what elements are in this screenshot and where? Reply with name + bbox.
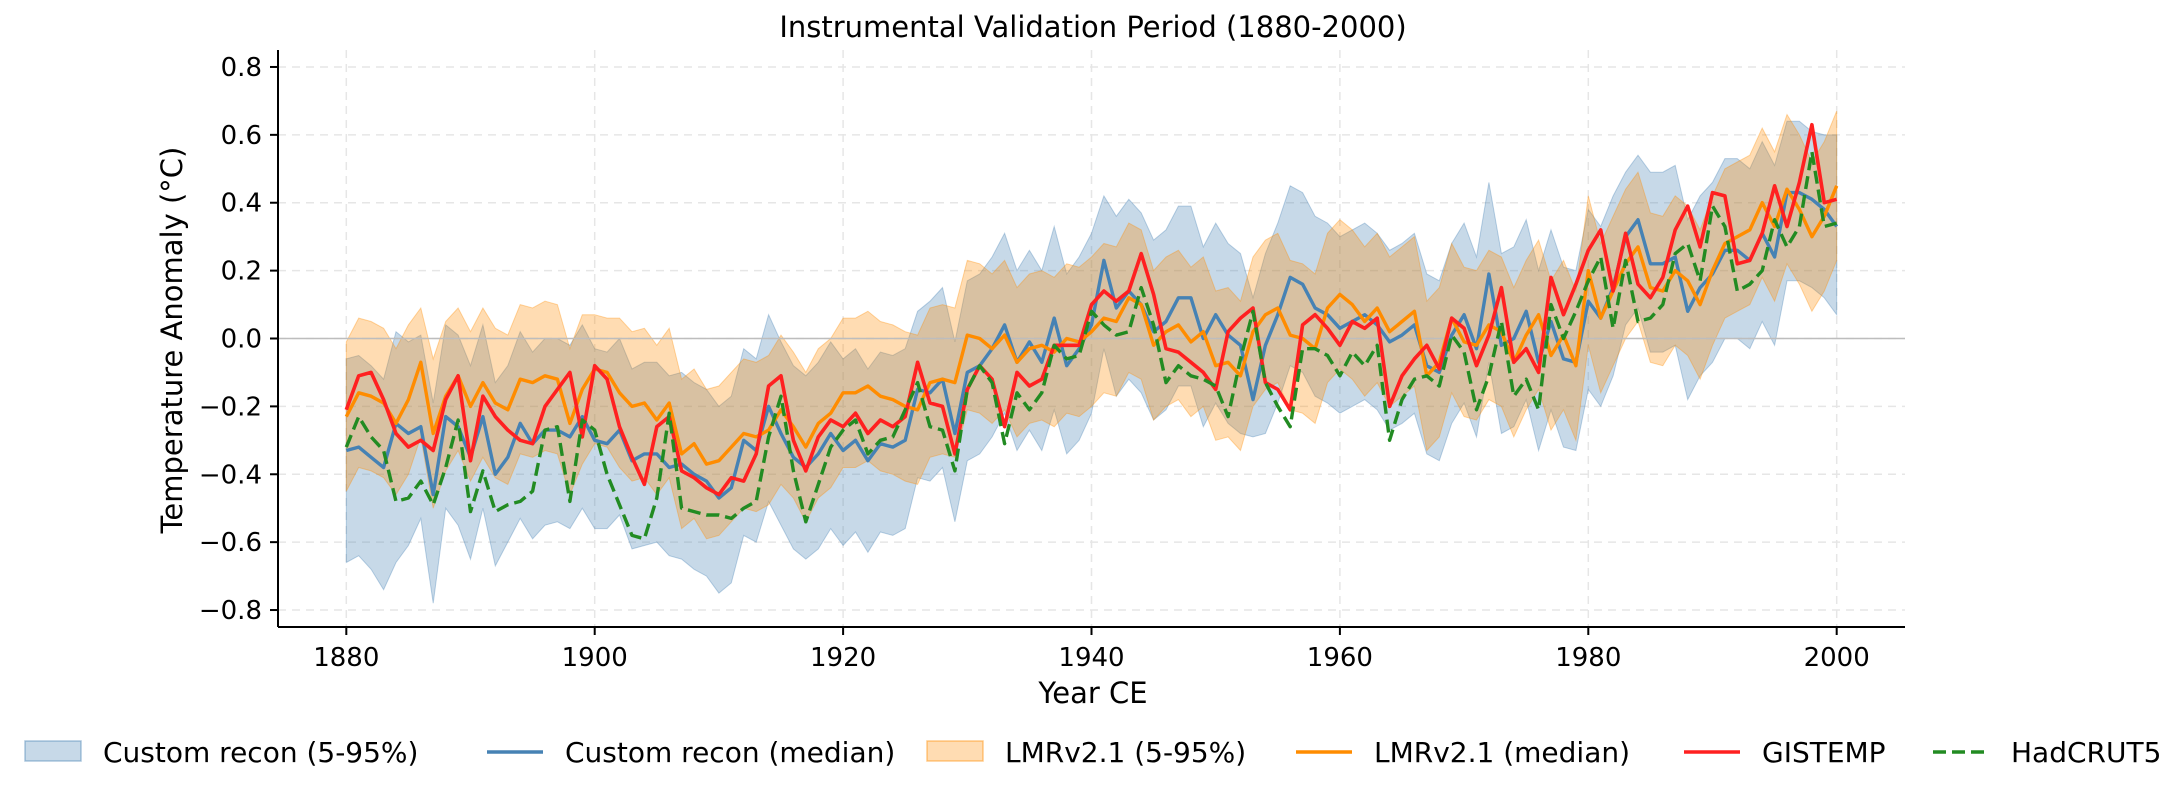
legend-label-hadcrut5: HadCRUT5 <box>2011 736 2161 769</box>
x-tick-label: 1960 <box>1307 643 1373 673</box>
y-tick-label: 0.4 <box>221 189 262 219</box>
chart-title: Instrumental Validation Period (1880-200… <box>779 10 1406 44</box>
custom-recon-band <box>345 120 1838 604</box>
legend-label-gistemp: GISTEMP <box>1762 736 1886 769</box>
legend-label-custom-recon-median: Custom recon (median) <box>565 736 895 769</box>
x-tick-label: 1900 <box>562 643 628 673</box>
y-tick-label: −0.6 <box>199 528 262 558</box>
y-tick-label: −0.4 <box>199 460 262 490</box>
axes-layer: 1880 1900 1920 1940 1960 1980 2000 −0.8 −0.6 −0.4… <box>199 50 1905 673</box>
series-layer <box>344 122 1839 541</box>
legend: Custom recon (5-95%) Custom recon (median… <box>24 736 2161 769</box>
y-tick-label: −0.8 <box>199 596 262 626</box>
y-tick-label: −0.2 <box>199 392 262 422</box>
y-axis-label: Temperature Anomaly (°C) <box>155 147 189 535</box>
legend-label-lmrv2-1-5-95: LMRv2.1 (5-95%) <box>1005 736 1246 769</box>
x-tick-label: 1940 <box>1058 643 1124 673</box>
y-tick-label: 0.0 <box>221 325 262 355</box>
x-tick-label: 1880 <box>313 643 379 673</box>
y-tick-label: 0.6 <box>221 121 262 151</box>
y-tick-label: 0.2 <box>221 257 262 287</box>
series-line-hadcrut5 <box>344 150 1838 541</box>
series-line-gistemp <box>344 122 1838 497</box>
x-axis-label: Year CE <box>1037 676 1147 710</box>
y-tick-label: 0.8 <box>221 53 262 83</box>
x-tick-label: 1980 <box>1555 643 1621 673</box>
x-tick-label: 1920 <box>810 643 876 673</box>
series-line-custom-recon-median- <box>345 190 1839 500</box>
legend-swatch-custom-recon-5-95 <box>24 740 82 762</box>
legend-label-custom-recon-5-95: Custom recon (5-95%) <box>103 736 418 769</box>
legend-swatch-lmrv2-1-5-95 <box>926 740 984 762</box>
x-tick-label: 2000 <box>1804 643 1870 673</box>
legend-label-lmrv2-1-median: LMRv2.1 (median) <box>1374 736 1630 769</box>
